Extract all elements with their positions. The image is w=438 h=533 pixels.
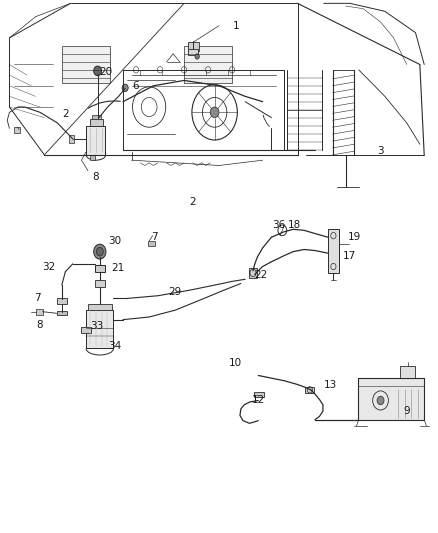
Bar xyxy=(62,46,110,83)
Text: 9: 9 xyxy=(403,406,410,416)
Text: 22: 22 xyxy=(254,270,268,280)
Text: 18: 18 xyxy=(287,220,301,230)
Circle shape xyxy=(377,396,384,405)
Circle shape xyxy=(122,84,128,92)
Circle shape xyxy=(96,247,103,256)
Bar xyxy=(400,367,416,378)
Circle shape xyxy=(210,107,219,118)
Text: 20: 20 xyxy=(99,67,112,77)
Text: 2: 2 xyxy=(190,197,196,207)
Text: 21: 21 xyxy=(111,263,124,272)
Bar xyxy=(305,386,314,393)
Bar xyxy=(90,119,103,126)
Polygon shape xyxy=(358,378,424,419)
Text: 30: 30 xyxy=(109,236,122,246)
Bar xyxy=(148,241,155,246)
Bar xyxy=(92,115,101,119)
Text: 19: 19 xyxy=(348,232,361,242)
Text: 36: 36 xyxy=(272,220,286,230)
Bar xyxy=(57,311,67,316)
Bar xyxy=(188,42,199,51)
Text: 17: 17 xyxy=(343,251,356,261)
Bar xyxy=(95,280,105,287)
Text: 12: 12 xyxy=(252,395,265,406)
Text: 32: 32 xyxy=(42,262,55,271)
Text: 2: 2 xyxy=(62,109,69,119)
Text: 8: 8 xyxy=(92,172,99,182)
Polygon shape xyxy=(328,229,339,273)
Bar xyxy=(14,127,20,133)
Text: 6: 6 xyxy=(133,81,139,91)
Bar xyxy=(88,304,112,310)
Bar xyxy=(35,309,43,316)
Text: 3: 3 xyxy=(377,146,384,156)
Bar xyxy=(69,135,74,143)
Bar xyxy=(90,155,95,160)
Polygon shape xyxy=(86,310,113,349)
Text: 8: 8 xyxy=(36,320,42,330)
Text: 10: 10 xyxy=(229,358,242,368)
Text: 7: 7 xyxy=(35,293,41,303)
Text: 33: 33 xyxy=(90,321,103,331)
Bar xyxy=(254,392,264,397)
Text: 13: 13 xyxy=(324,379,337,390)
Bar xyxy=(249,268,258,278)
Bar xyxy=(81,327,91,333)
Bar xyxy=(187,49,198,55)
Text: 29: 29 xyxy=(168,287,181,297)
Circle shape xyxy=(195,54,199,59)
Bar xyxy=(95,265,105,272)
Text: 34: 34 xyxy=(109,341,122,351)
Text: 7: 7 xyxy=(151,232,158,242)
Bar xyxy=(57,298,67,304)
Circle shape xyxy=(94,244,106,259)
Circle shape xyxy=(94,66,102,76)
Bar xyxy=(184,46,232,83)
Polygon shape xyxy=(86,126,106,155)
Text: 1: 1 xyxy=(233,21,240,31)
